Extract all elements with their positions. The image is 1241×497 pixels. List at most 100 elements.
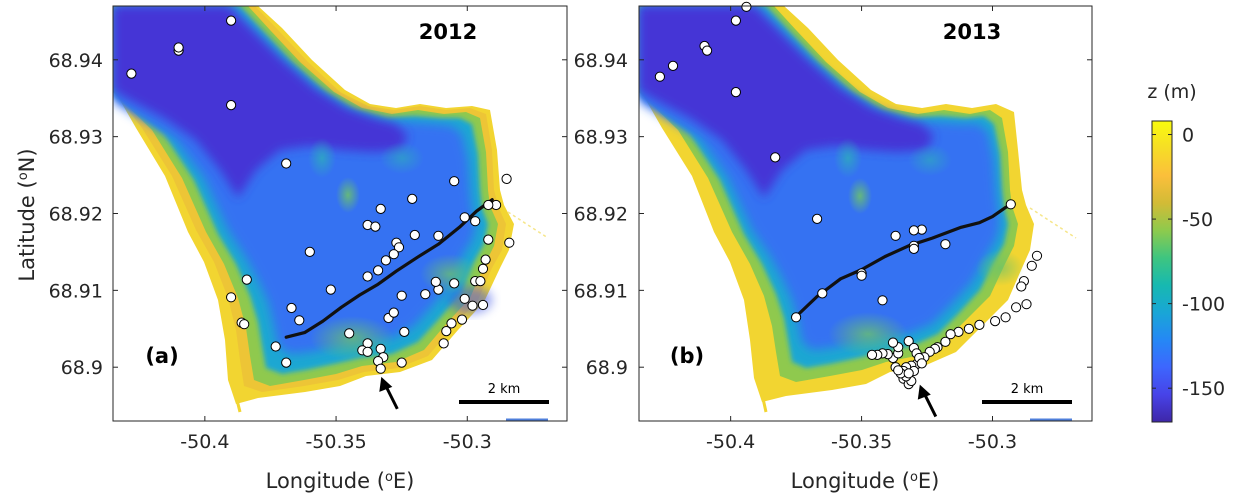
- station-marker: [477, 263, 489, 274]
- station-marker: [393, 242, 405, 253]
- station-marker: [483, 199, 494, 211]
- station-marker: [856, 270, 867, 281]
- panel-title-a: 2012: [419, 20, 477, 44]
- station-marker: [893, 365, 904, 376]
- station-marker: [362, 346, 373, 357]
- scale-bar-b: 2 km: [982, 382, 1072, 404]
- x-ticks-b: -50.4 -50.35 -50.3: [706, 6, 1017, 453]
- station-marker: [380, 255, 391, 266]
- station-marker: [702, 45, 713, 56]
- station-marker: [1021, 299, 1032, 310]
- station-marker: [304, 246, 315, 257]
- stations-2013: [654, 1, 1043, 390]
- station-marker: [940, 336, 951, 347]
- green-shoal: [848, 178, 872, 214]
- colorbar-ticks: 0 -50 -100 -150: [1152, 125, 1225, 400]
- y-tick-label: 68.92: [574, 204, 628, 226]
- y-tick-label: 68.92: [49, 204, 103, 226]
- station-marker: [1026, 260, 1037, 271]
- station-marker: [877, 295, 888, 306]
- ice-streak: [1029, 207, 1077, 239]
- station-marker: [375, 363, 386, 374]
- station-marker: [1000, 312, 1011, 323]
- y-tick-label: 68.94: [574, 50, 628, 72]
- y-tick-label: 68.9: [586, 357, 628, 379]
- fjord-map-b: [639, 6, 1077, 421]
- x-ticks-a: -50.4 -50.35 -50.3: [180, 6, 492, 453]
- y-ticks-a: 68.9 68.91 68.92 68.93 68.94: [49, 50, 567, 379]
- station-marker: [286, 302, 297, 314]
- fjord-deep-purple: [639, 6, 934, 198]
- station-marker: [866, 349, 878, 360]
- station-marker: [294, 315, 305, 326]
- station-marker: [344, 328, 355, 339]
- station-marker: [270, 341, 281, 352]
- fjord-tail: [234, 395, 242, 413]
- fjord-deep-purple: [113, 6, 408, 198]
- station-marker: [446, 318, 457, 329]
- arrow-shaft: [383, 384, 399, 410]
- station-marker: [730, 15, 742, 26]
- green-shoal: [336, 177, 360, 213]
- station-marker: [362, 271, 373, 282]
- station-marker: [441, 326, 452, 337]
- teal-shoal: [308, 138, 336, 178]
- scale-bar-label-a: 2 km: [488, 382, 521, 397]
- station-marker: [1031, 250, 1043, 261]
- station-marker: [890, 230, 901, 241]
- station-marker: [396, 290, 407, 301]
- x-tick-label: -50.35: [831, 431, 892, 453]
- teal-shoal: [834, 138, 862, 178]
- station-marker: [501, 173, 512, 184]
- station-marker: [974, 319, 985, 330]
- station-marker: [239, 319, 250, 330]
- station-marker: [438, 338, 449, 349]
- station-marker: [409, 229, 420, 241]
- station-marker: [1005, 199, 1016, 210]
- colorbar-tick-label: -100: [1182, 294, 1225, 316]
- station-marker: [475, 276, 486, 287]
- x-tick-label: -50.35: [305, 431, 366, 453]
- station-marker: [126, 68, 137, 79]
- station-marker: [467, 300, 478, 311]
- colorbar-tick-label: -150: [1182, 378, 1225, 400]
- colorbar: z (m) 0 -50 -100 -150: [1147, 81, 1225, 423]
- panel-letter-b: (b): [670, 344, 704, 368]
- station-marker: [730, 87, 742, 98]
- station-marker: [817, 288, 828, 299]
- colorbar-tick-label: -50: [1182, 209, 1213, 231]
- station-marker: [812, 213, 823, 224]
- station-marker: [903, 336, 914, 347]
- station-marker: [916, 358, 927, 369]
- colorbar-strip: [1151, 120, 1173, 423]
- station-marker: [373, 265, 384, 276]
- station-marker: [173, 42, 184, 53]
- teal-shoal-2: [380, 142, 424, 174]
- station-marker: [396, 357, 407, 368]
- y-tick-label: 68.91: [574, 280, 628, 302]
- front-line-a: [284, 198, 494, 339]
- station-marker: [470, 216, 481, 227]
- station-marker: [430, 276, 441, 287]
- station-marker: [459, 293, 470, 304]
- station-marker: [325, 284, 336, 295]
- station-marker: [433, 230, 444, 241]
- station-marker: [480, 254, 491, 265]
- y-tick-label: 68.94: [49, 50, 103, 72]
- x-tick-label: -50.4: [706, 431, 755, 453]
- station-marker: [388, 249, 399, 260]
- station-marker: [908, 243, 920, 254]
- y-axis-label: Latitude (oN): [15, 148, 39, 281]
- station-marker: [908, 225, 920, 236]
- station-marker: [940, 239, 951, 250]
- panel-title-b: 2013: [943, 20, 1001, 44]
- station-marker: [945, 329, 956, 340]
- ice-streak: [507, 211, 549, 239]
- station-marker: [281, 158, 292, 169]
- y-tick-label: 68.9: [61, 357, 103, 379]
- station-marker: [654, 71, 666, 82]
- panel-2012: -50.4 -50.35 -50.3 68.968.9168.9268.9368.9…: [49, 5, 568, 453]
- green-front-zone: [828, 312, 908, 356]
- station-marker: [449, 176, 460, 187]
